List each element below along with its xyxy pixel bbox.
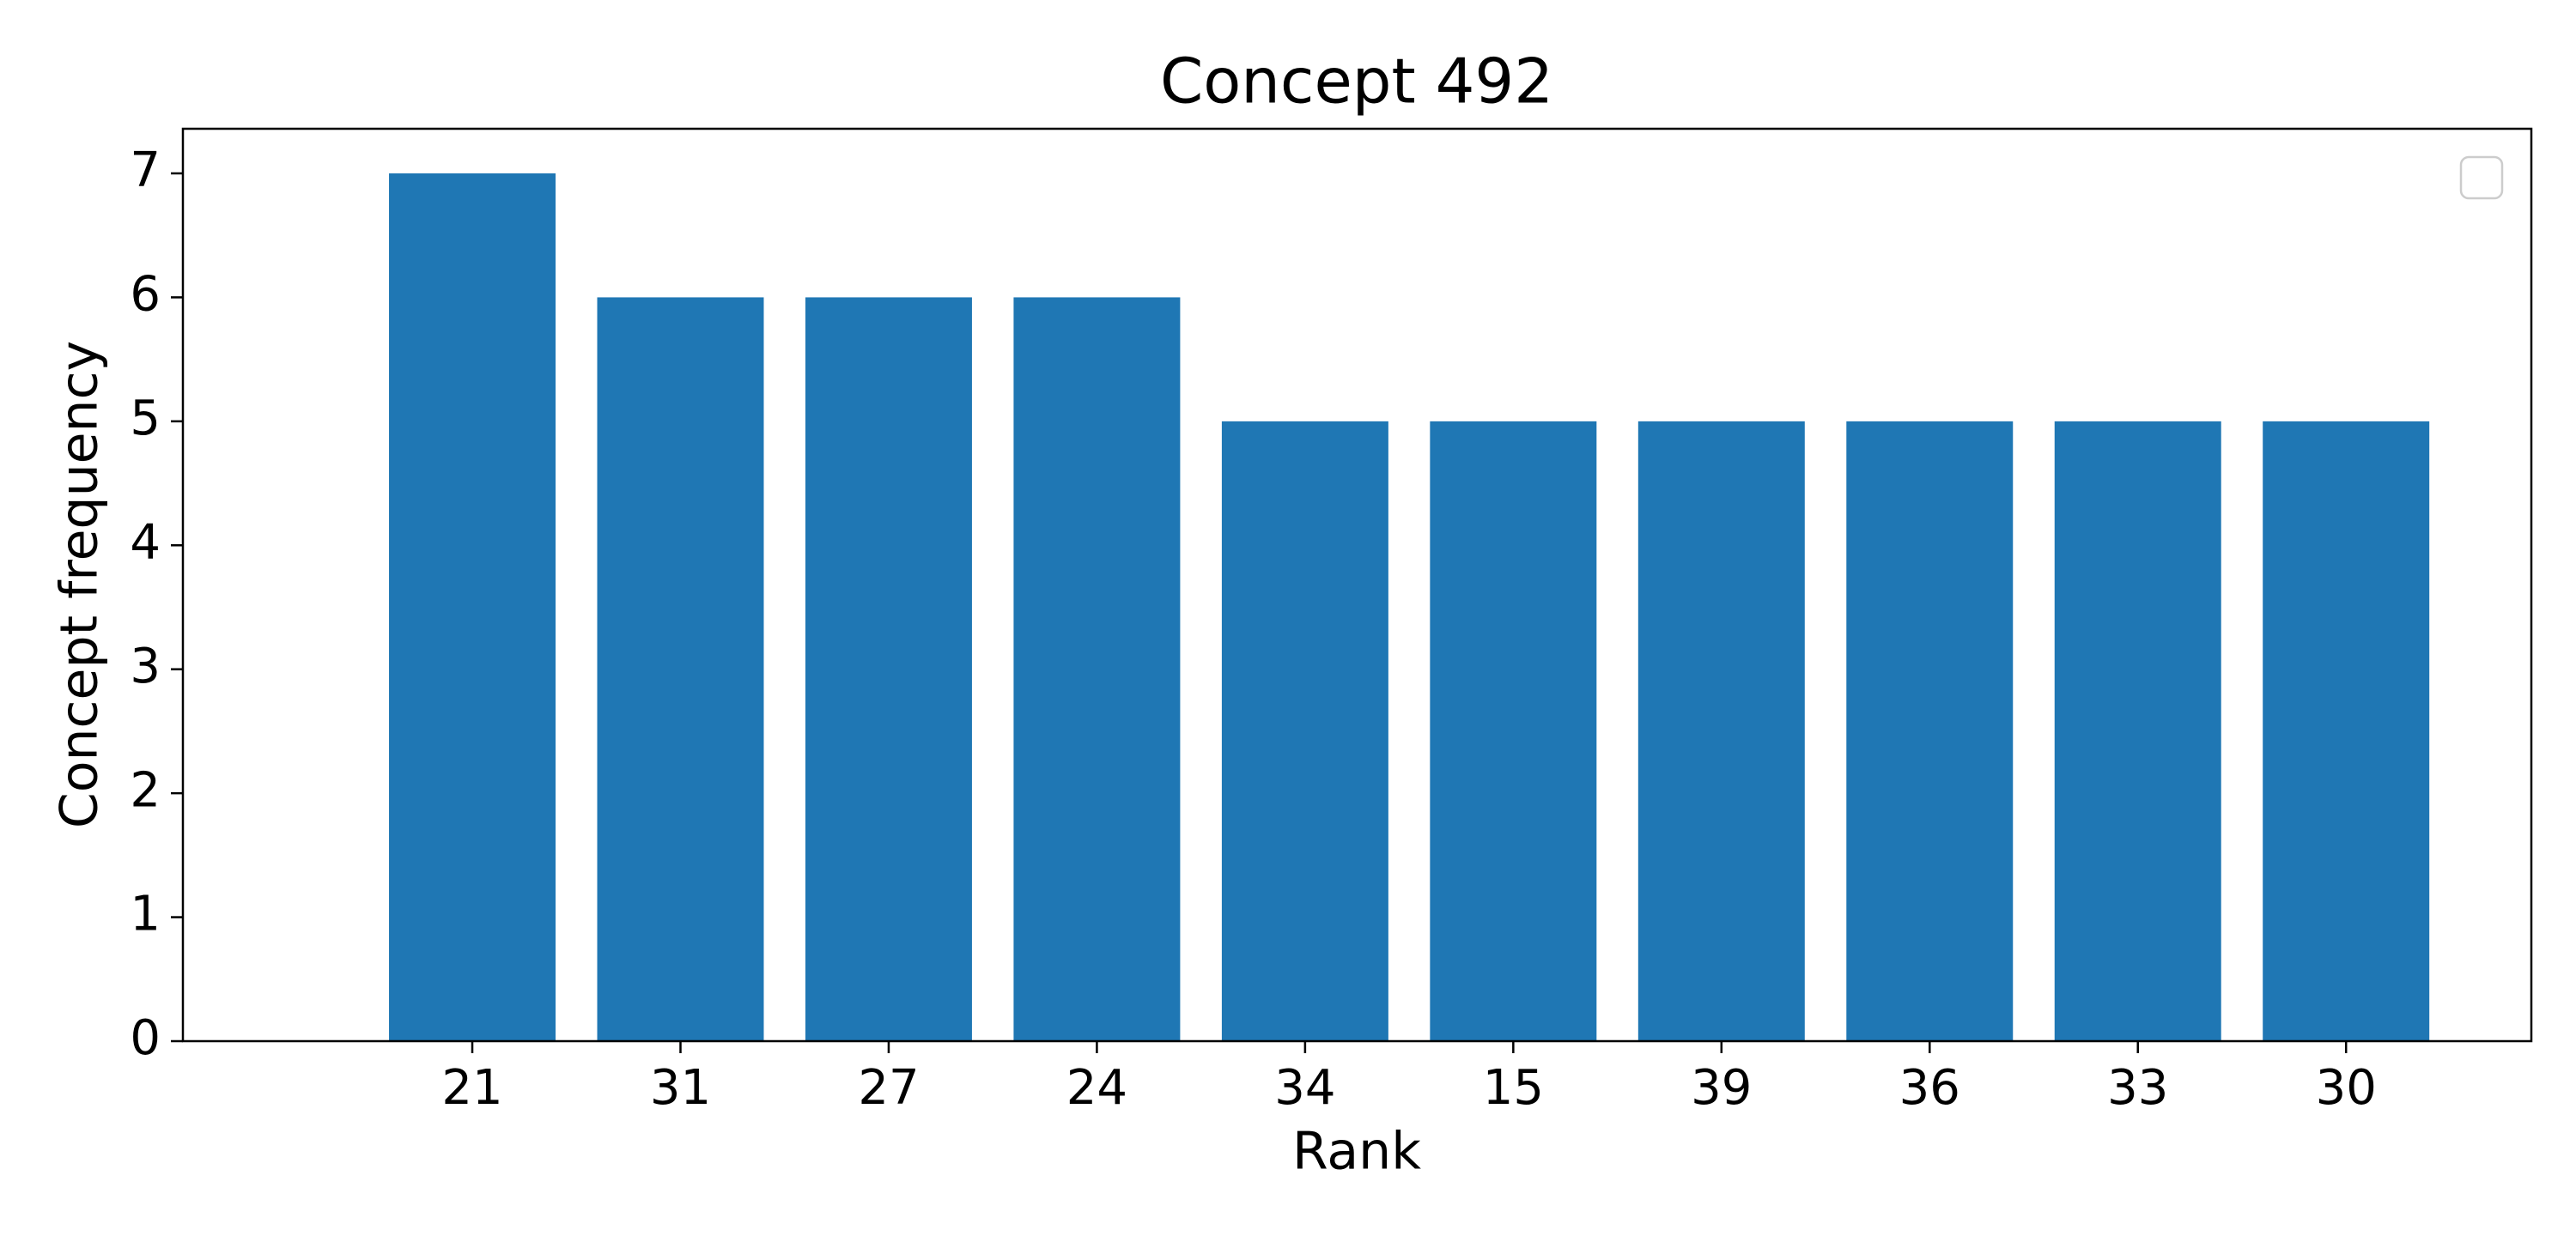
bar <box>1430 421 1597 1041</box>
y-tick-label: 3 <box>130 639 161 694</box>
x-tick-label: 30 <box>2316 1060 2377 1116</box>
bar <box>1637 421 1805 1041</box>
x-tick-label: 34 <box>1274 1060 1335 1116</box>
x-tick-label: 31 <box>650 1060 711 1116</box>
legend-box <box>2459 155 2504 200</box>
x-tick-label: 24 <box>1066 1060 1127 1116</box>
bar <box>1846 421 2014 1041</box>
chart-title: Concept 492 <box>1160 45 1553 118</box>
bar <box>1221 421 1388 1041</box>
y-tick-label: 4 <box>130 514 161 570</box>
x-tick-label: 27 <box>858 1060 919 1116</box>
y-tick-label: 1 <box>130 887 161 942</box>
x-tick-label: 33 <box>2107 1060 2168 1116</box>
y-tick-label: 7 <box>130 142 161 198</box>
y-tick-label: 5 <box>130 391 161 446</box>
y-tick-label: 2 <box>130 762 161 818</box>
y-axis-label: Concept frequency <box>50 341 110 828</box>
bar <box>805 297 972 1041</box>
x-axis-label: Rank <box>1292 1122 1421 1182</box>
bar <box>1013 297 1181 1041</box>
axes-frame <box>181 127 2533 1043</box>
plot-area <box>389 173 2430 1041</box>
bar <box>389 173 556 1041</box>
x-tick-label: 21 <box>441 1060 502 1116</box>
bar <box>597 297 764 1041</box>
y-tick-label: 0 <box>130 1010 161 1066</box>
x-tick-label: 15 <box>1483 1060 1544 1116</box>
x-tick-label: 39 <box>1691 1060 1752 1116</box>
bar <box>2263 421 2430 1041</box>
y-tick-label: 6 <box>130 267 161 323</box>
x-tick-label: 36 <box>1899 1060 1960 1116</box>
bar <box>2054 421 2221 1041</box>
